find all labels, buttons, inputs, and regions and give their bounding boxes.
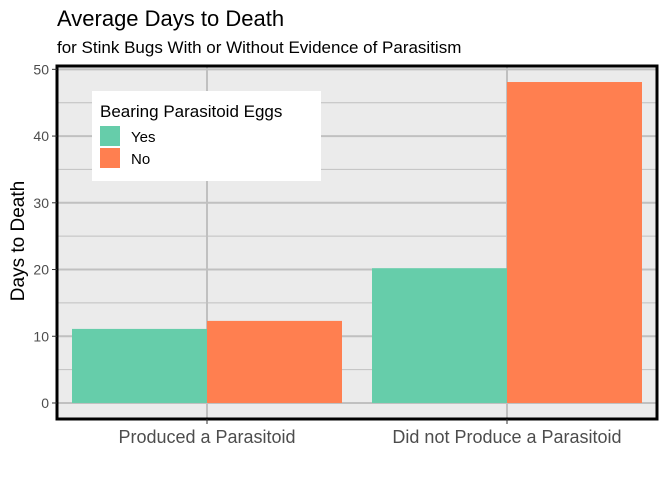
legend-title: Bearing Parasitoid Eggs [100,102,282,121]
y-axis-title: Days to Death [8,181,29,301]
legend-swatch-yes [100,126,120,146]
legend-background [92,91,321,181]
legend: Bearing Parasitoid Eggs Yes No [92,91,321,181]
legend-items: Yes No [100,126,155,168]
panel-border [55,64,659,421]
bar-no-1 [207,320,342,403]
chart-title: Average Days to Death [57,6,284,31]
y-tick-label: 0 [41,395,49,411]
bar-yes-1 [72,328,207,403]
y-tick-label: 10 [33,328,49,344]
y-tick-label: 40 [33,128,49,144]
bar-yes-2 [372,268,507,403]
legend-swatch-no [100,148,120,168]
bars [72,82,642,403]
legend-label-no: No [131,151,150,168]
plot-panel [55,64,659,421]
y-axis-ticks: 0 10 20 30 40 50 [33,61,57,411]
y-tick-label: 50 [33,61,49,77]
y-tick-label: 30 [33,195,49,211]
chart-subtitle: for Stink Bugs With or Without Evidence … [57,38,461,57]
bar-no-2 [507,82,642,403]
x-axis-ticks: Produced a Parasitoid Did not Produce a P… [118,419,622,447]
y-tick-label: 20 [33,262,49,278]
x-tick-label: Produced a Parasitoid [118,427,295,447]
x-tick-label: Did not Produce a Parasitoid [392,427,621,447]
legend-label-yes: Yes [131,129,155,146]
